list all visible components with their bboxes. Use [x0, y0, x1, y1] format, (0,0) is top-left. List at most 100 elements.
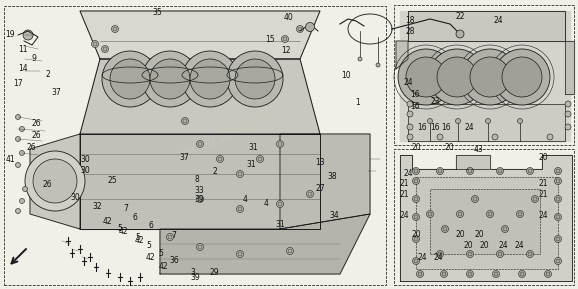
Text: 13: 13	[316, 158, 325, 167]
Circle shape	[556, 215, 560, 219]
Circle shape	[436, 251, 443, 257]
Polygon shape	[396, 41, 408, 69]
Polygon shape	[80, 59, 320, 134]
Text: 21: 21	[539, 190, 548, 199]
Circle shape	[565, 101, 571, 107]
Circle shape	[494, 272, 498, 276]
Circle shape	[554, 177, 561, 184]
Text: 22: 22	[455, 12, 465, 21]
Text: 21: 21	[400, 179, 409, 188]
Circle shape	[502, 57, 542, 97]
Text: 16: 16	[410, 90, 420, 99]
Circle shape	[183, 119, 187, 123]
Circle shape	[456, 30, 464, 38]
Circle shape	[238, 172, 242, 176]
Text: 36: 36	[170, 255, 179, 265]
Circle shape	[287, 247, 294, 255]
Circle shape	[518, 212, 522, 216]
Circle shape	[276, 140, 283, 147]
Circle shape	[227, 51, 283, 107]
Polygon shape	[408, 104, 565, 141]
Circle shape	[532, 195, 539, 203]
Text: 42: 42	[146, 253, 155, 262]
Text: 7: 7	[171, 231, 176, 240]
Circle shape	[556, 259, 560, 263]
Text: 28: 28	[406, 27, 415, 36]
Text: 37: 37	[179, 153, 188, 162]
Circle shape	[503, 227, 507, 231]
Circle shape	[276, 201, 283, 208]
Circle shape	[528, 252, 532, 256]
Text: 6: 6	[149, 221, 154, 231]
Circle shape	[16, 162, 20, 168]
Circle shape	[517, 118, 523, 123]
Circle shape	[23, 30, 33, 40]
Circle shape	[502, 225, 509, 232]
Circle shape	[414, 169, 418, 173]
Circle shape	[497, 168, 503, 175]
Circle shape	[91, 40, 98, 47]
Circle shape	[25, 151, 85, 211]
Circle shape	[442, 272, 446, 276]
Text: 20: 20	[475, 229, 484, 239]
Text: 24: 24	[434, 253, 443, 262]
Text: 26: 26	[31, 131, 40, 140]
Text: 26: 26	[43, 180, 52, 189]
Circle shape	[473, 197, 477, 201]
Circle shape	[556, 197, 560, 201]
Circle shape	[258, 157, 262, 161]
Circle shape	[102, 51, 158, 107]
Text: 16: 16	[417, 123, 427, 132]
Text: 26: 26	[27, 143, 36, 152]
Text: 24: 24	[400, 211, 409, 220]
Text: 41: 41	[6, 155, 15, 164]
Text: 38: 38	[327, 172, 336, 181]
Circle shape	[556, 237, 560, 241]
Bar	[394, 149, 574, 285]
Circle shape	[470, 57, 510, 97]
Circle shape	[429, 49, 485, 105]
Circle shape	[93, 42, 97, 46]
Text: 14: 14	[18, 64, 28, 73]
Text: 24: 24	[417, 253, 427, 262]
Circle shape	[443, 227, 447, 231]
Bar	[430, 189, 540, 254]
Circle shape	[110, 59, 150, 99]
Text: 20: 20	[412, 229, 421, 239]
Circle shape	[197, 140, 203, 147]
Circle shape	[283, 37, 287, 41]
Circle shape	[166, 234, 173, 240]
Circle shape	[23, 186, 28, 192]
Text: 30: 30	[81, 166, 90, 175]
Polygon shape	[565, 41, 574, 94]
Text: 42: 42	[119, 227, 128, 236]
Text: 21: 21	[400, 190, 409, 199]
Circle shape	[544, 271, 551, 277]
Text: 24: 24	[403, 77, 413, 87]
Circle shape	[547, 134, 553, 140]
Circle shape	[102, 45, 109, 53]
Text: 39: 39	[191, 273, 200, 282]
Circle shape	[554, 236, 561, 242]
Text: 34: 34	[329, 211, 339, 220]
Text: 20: 20	[464, 240, 473, 250]
Text: 24: 24	[539, 211, 548, 220]
Text: 33: 33	[194, 186, 203, 195]
Text: 20: 20	[539, 153, 548, 162]
Text: 37: 37	[52, 88, 61, 97]
Text: 40: 40	[284, 13, 294, 22]
Circle shape	[414, 215, 418, 219]
Circle shape	[468, 272, 472, 276]
Circle shape	[20, 127, 24, 131]
Circle shape	[407, 124, 413, 130]
Circle shape	[414, 179, 418, 183]
Text: 16: 16	[430, 123, 439, 132]
Circle shape	[498, 169, 502, 173]
Text: 26: 26	[31, 119, 40, 128]
Text: 24: 24	[465, 123, 474, 132]
Circle shape	[168, 235, 172, 239]
Circle shape	[238, 252, 242, 256]
Text: 39: 39	[194, 195, 203, 205]
Circle shape	[556, 179, 560, 183]
Circle shape	[413, 214, 420, 221]
